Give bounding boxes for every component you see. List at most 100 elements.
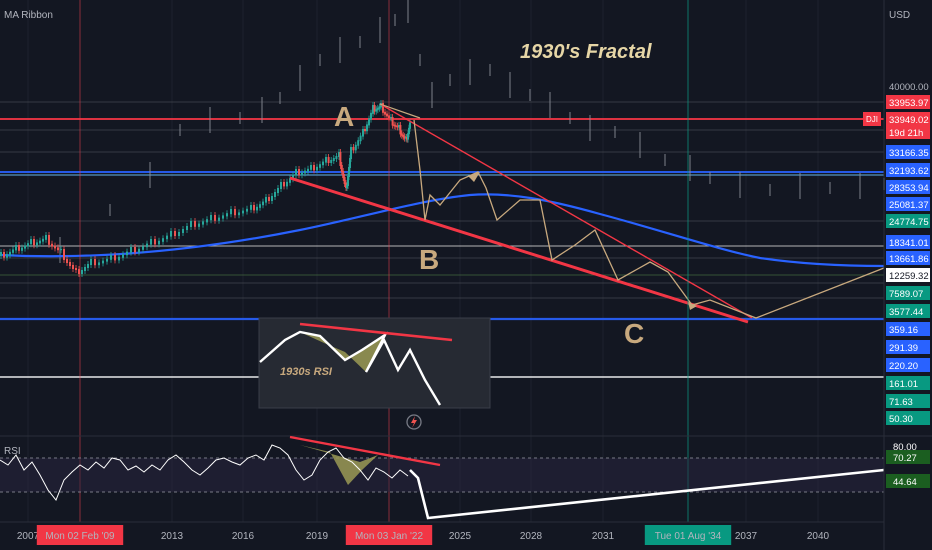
price-candle xyxy=(319,164,321,168)
time-tick-label: 2037 xyxy=(735,531,758,542)
price-candle xyxy=(72,265,74,269)
price-tag-bg xyxy=(886,145,930,159)
price-tag-bg xyxy=(886,235,930,249)
price-candle xyxy=(335,156,338,159)
price-candle xyxy=(342,171,345,178)
rsi-tick-label: 80.00 xyxy=(893,442,917,453)
lightning-icon[interactable] xyxy=(406,414,422,430)
price-candle xyxy=(18,245,20,251)
price-candle xyxy=(122,254,124,258)
rsi-tick-label: 44.64 xyxy=(893,477,917,488)
symbol-tag: DJI xyxy=(866,115,878,124)
price-candle xyxy=(366,124,368,132)
price-tag-bg xyxy=(886,95,930,109)
price-candle xyxy=(391,117,394,126)
price-candle xyxy=(271,196,273,201)
price-candle xyxy=(69,262,71,266)
date-highlight-bg xyxy=(644,525,732,545)
price-candle xyxy=(313,165,315,171)
price-candle xyxy=(154,239,156,245)
indicator-label[interactable]: MA Ribbon xyxy=(4,10,53,21)
price-candle xyxy=(190,221,192,227)
price-candle xyxy=(370,112,372,120)
price-candle xyxy=(48,235,50,245)
price-tag-bg xyxy=(886,411,930,425)
rsi-tag-bg xyxy=(886,450,930,464)
price-candle xyxy=(218,217,220,221)
price-candle xyxy=(304,170,306,174)
price-candles xyxy=(0,100,411,277)
price-candle xyxy=(202,221,204,225)
price-candle xyxy=(78,269,80,274)
rsi-line xyxy=(0,444,409,501)
price-tick-label: 12259.32 xyxy=(889,271,929,282)
trendlines xyxy=(289,103,753,324)
rsi-label[interactable]: RSI xyxy=(4,446,21,457)
price-candle xyxy=(178,232,180,236)
price-candle xyxy=(402,134,405,138)
price-tick-label: 220.20 xyxy=(889,361,918,372)
price-candle xyxy=(394,125,397,127)
price-candle xyxy=(332,158,335,161)
projection-path xyxy=(413,119,885,319)
projection-arrow xyxy=(688,302,697,310)
price-candle xyxy=(242,210,244,214)
price-candle xyxy=(126,251,128,256)
price-candle xyxy=(142,246,144,250)
price-tag-bg xyxy=(886,251,930,265)
price-candle xyxy=(399,125,402,135)
price-candle xyxy=(170,231,172,237)
rsi-pane xyxy=(0,435,885,520)
price-candle xyxy=(289,178,291,183)
price-candle xyxy=(274,192,276,197)
price-candle xyxy=(262,201,264,206)
price-candle xyxy=(158,240,160,245)
price-tag-bg xyxy=(886,358,930,372)
price-tick-label: 40000.00 xyxy=(889,82,929,93)
price-candle xyxy=(362,129,364,137)
price-candle xyxy=(250,205,252,210)
price-candle xyxy=(42,238,44,242)
price-candle xyxy=(6,254,8,258)
fractal-title: 1930's Fractal xyxy=(520,41,652,63)
price-candle xyxy=(30,239,32,245)
rsi-projection-line xyxy=(409,468,885,520)
price-candle xyxy=(162,238,164,242)
price-candle xyxy=(226,213,228,217)
time-tick-label: 2019 xyxy=(306,531,329,542)
price-candle xyxy=(368,118,370,126)
price-candle xyxy=(373,105,376,112)
price-tick-label: 25081.37 xyxy=(889,200,929,211)
price-tick-label: 161.01 xyxy=(889,379,918,390)
price-candle xyxy=(3,252,5,258)
price-candle xyxy=(347,176,349,186)
price-tick-label: 71.63 xyxy=(889,397,913,408)
price-candle xyxy=(118,256,120,261)
price-candle xyxy=(66,259,68,263)
price-candle xyxy=(39,240,41,244)
date-highlight-bg xyxy=(36,525,124,545)
price-candle xyxy=(378,106,381,109)
price-candle xyxy=(134,247,136,253)
price-candle xyxy=(234,209,236,216)
rsi-band xyxy=(0,458,884,492)
price-candle xyxy=(87,264,89,268)
time-tick-label: Mon 03 Jan '22 xyxy=(355,531,424,542)
price-candle xyxy=(259,204,261,208)
projection-arrow xyxy=(468,172,480,182)
price-tick-label: 359.16 xyxy=(889,325,918,336)
price-candle xyxy=(214,215,216,221)
price-candle xyxy=(94,259,96,266)
price-candle xyxy=(238,212,240,216)
price-tick-label: 28353.94 xyxy=(889,183,929,194)
price-candle xyxy=(364,129,366,132)
price-tick-label: 13661.86 xyxy=(889,254,929,265)
point-a-label: A xyxy=(334,101,354,132)
upper-trendline xyxy=(379,103,753,319)
price-candle xyxy=(84,267,86,271)
price-candle xyxy=(15,245,17,251)
price-candle xyxy=(349,158,351,168)
rsi-divergence-line xyxy=(289,435,441,467)
price-candle xyxy=(222,215,224,219)
price-candle xyxy=(206,219,208,223)
